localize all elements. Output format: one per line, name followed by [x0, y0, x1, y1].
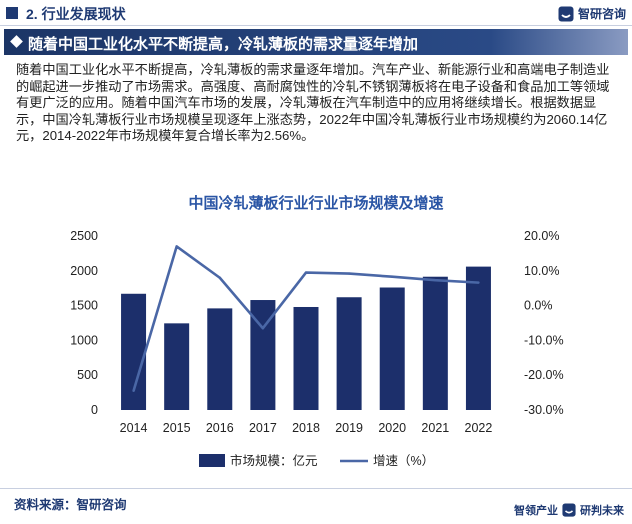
market-chart: 中国冷轧薄板行业行业市场规模及增速 0 500 1000 1500 2000 2500 -30… — [0, 186, 632, 486]
header-divider — [0, 25, 632, 26]
y-left-tick-label: 0 — [91, 403, 98, 417]
y-left-tick-label: 2500 — [70, 229, 98, 243]
brand-name: 智研咨询 — [577, 7, 626, 21]
y-right-tick-label: 10.0% — [524, 264, 559, 278]
y-left-tick-label: 2000 — [70, 264, 98, 278]
growth-rate-point — [477, 281, 480, 284]
chart-title: 中国冷轧薄板行业行业市场规模及增速 — [188, 194, 443, 212]
bar-market-size — [164, 323, 190, 410]
y-right-tick-label: 20.0% — [524, 229, 559, 243]
chart-svg: 中国冷轧薄板行业行业市场规模及增速 0 500 1000 1500 2000 2500 -30… — [70, 194, 564, 468]
growth-rate-point — [304, 271, 308, 274]
y-right-tick-label: -10.0% — [524, 333, 564, 347]
growth-rate-point — [218, 276, 221, 279]
x-tick-label: 2014 — [120, 421, 148, 435]
bar-market-size — [336, 297, 362, 410]
bar-market-size — [379, 287, 405, 410]
source-note: 资料来源：智研咨询 — [14, 498, 127, 512]
y-right-tick-label: -30.0% — [524, 403, 564, 417]
x-tick-label: 2021 — [421, 421, 449, 435]
section-marker-icon — [6, 7, 18, 19]
legend-bar-swatch — [199, 454, 225, 467]
y-left-tick-label: 1500 — [70, 299, 98, 313]
y-left-tick-label: 500 — [77, 368, 98, 382]
smile-logo-icon — [558, 6, 574, 21]
footer-divider — [0, 488, 632, 489]
x-tick-label: 2016 — [206, 421, 234, 435]
growth-rate-point — [434, 278, 437, 282]
footer-slogan-left: 智领产业 — [514, 505, 558, 517]
headline-banner: 随着中国工业化水平不断提高，冷轧薄板的需求量逐年增加 — [4, 29, 628, 55]
bar-market-size — [293, 306, 319, 410]
growth-rate-point — [391, 275, 394, 278]
bar-market-size — [465, 266, 491, 410]
x-tick-label: 2019 — [335, 421, 363, 435]
banner-title: 随着中国工业化水平不断提高，冷轧薄板的需求量逐年增加 — [28, 36, 419, 53]
y-right-tick-label: 0.0% — [524, 299, 553, 313]
bar-market-size — [121, 293, 147, 410]
top-header: 2. 行业发展现状 智研咨询 — [0, 0, 632, 26]
growth-rate-point — [261, 327, 265, 330]
footer-brand: 智领产业 研判未来 — [514, 502, 624, 518]
x-tick-label: 2020 — [378, 421, 406, 435]
growth-rate-point — [132, 389, 135, 393]
bar-market-size — [422, 276, 448, 410]
y-right-tick-label: -20.0% — [524, 368, 564, 382]
brand: 智研咨询 — [558, 5, 626, 22]
growth-rate-point — [175, 245, 178, 248]
x-tick-label: 2017 — [249, 421, 277, 435]
body-paragraph: 随着中国工业化水平不断提高，冷轧薄板的需求量逐年增加。汽车产业、新能源行业和高端… — [16, 62, 610, 143]
growth-rate-point — [347, 272, 351, 275]
bar-market-size — [207, 308, 233, 410]
diamond-bullet-icon — [10, 35, 23, 48]
x-tick-label: 2018 — [292, 421, 320, 435]
legend-line-label: 增速（%） — [373, 453, 434, 468]
footer-slogan-right: 研判未来 — [580, 505, 624, 517]
section-title: 2. 行业发展现状 — [26, 6, 126, 22]
x-tick-label: 2022 — [465, 421, 493, 435]
y-left-tick-label: 1000 — [70, 333, 98, 347]
legend-bar-label: 市场规模：亿元 — [230, 453, 318, 468]
smile-logo-icon — [562, 503, 576, 517]
x-tick-label: 2015 — [163, 421, 191, 435]
